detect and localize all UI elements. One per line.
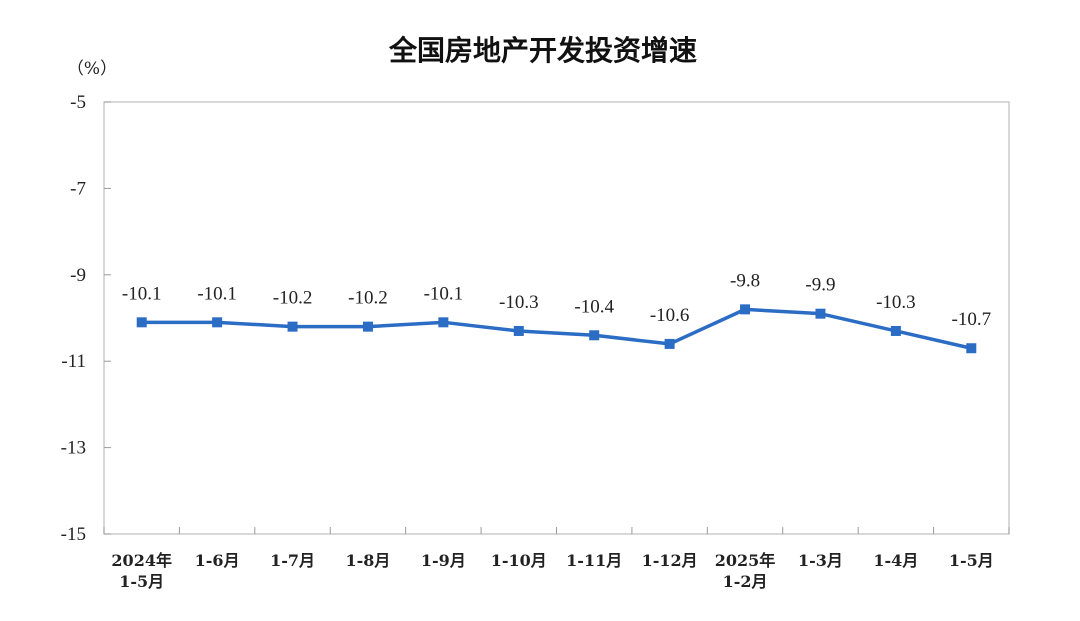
data-label: -10.3 [499, 292, 539, 313]
data-point-marker [589, 330, 600, 341]
data-label: -10.2 [273, 288, 313, 309]
y-tick-label: -15 [61, 524, 86, 545]
data-label: -10.6 [650, 305, 690, 326]
data-point-marker [664, 338, 675, 349]
x-tick-label: 1-11月 [566, 551, 622, 570]
data-label: -9.8 [730, 270, 760, 291]
data-point-marker [438, 317, 449, 328]
x-tick-label: 1-5月 [119, 572, 164, 591]
y-axis: -5 -7 -9 -11 -13 -15 [61, 92, 111, 545]
x-axis: 2024年 1-5月 1-6月 1-7月 1-8月 1-9月 1-10月 1-11月 1-12月… [103, 527, 1010, 591]
y-tick-label: -11 [61, 351, 86, 372]
data-label: -10.1 [424, 283, 464, 304]
x-tick-label: 1-10月 [491, 551, 547, 570]
data-label: -9.9 [805, 275, 835, 296]
x-tick-label: 1-9月 [421, 551, 466, 570]
data-point-marker [890, 325, 901, 336]
data-point-marker [966, 343, 977, 354]
data-label: -10.4 [574, 296, 614, 317]
y-tick-label: -7 [70, 178, 86, 199]
x-tick-label: 1-5月 [949, 551, 994, 570]
data-point-marker [212, 317, 223, 328]
data-label: -10.3 [876, 292, 916, 313]
x-tick-label: 2024年 [111, 551, 172, 570]
series-line [141, 307, 972, 350]
data-label: -10.1 [122, 283, 162, 304]
x-tick-label: 1-12月 [642, 551, 698, 570]
series-group: -10.1 -10.1 -10.2 -10.2 -10.1 -10.3 -10.4 -10.6… [122, 270, 992, 354]
plot-area-frame [103, 101, 1010, 535]
data-point-marker [362, 321, 373, 332]
data-label: -10.1 [197, 283, 237, 304]
data-point-marker [815, 308, 826, 319]
x-tick-label: 1-8月 [345, 551, 390, 570]
y-tick-label: -9 [70, 265, 86, 286]
data-point-marker [740, 304, 751, 315]
y-tick-label: -5 [70, 92, 86, 113]
y-axis-unit: （%） [67, 59, 117, 79]
data-label: -10.2 [348, 288, 388, 309]
y-tick-label: -13 [61, 438, 86, 459]
data-point-marker [287, 321, 298, 332]
x-tick-label: 1-2月 [723, 572, 768, 591]
x-tick-label: 1-6月 [195, 551, 240, 570]
x-tick-label: 1-4月 [873, 551, 918, 570]
x-tick-label: 1-7月 [270, 551, 315, 570]
chart-title: 全国房地产开发投资增速 [388, 34, 697, 67]
data-point-marker [513, 325, 524, 336]
x-tick-label: 2025年 [715, 551, 776, 570]
x-tick-label: 1-3月 [798, 551, 843, 570]
data-label: -10.7 [952, 309, 992, 330]
data-point-marker [136, 317, 147, 328]
